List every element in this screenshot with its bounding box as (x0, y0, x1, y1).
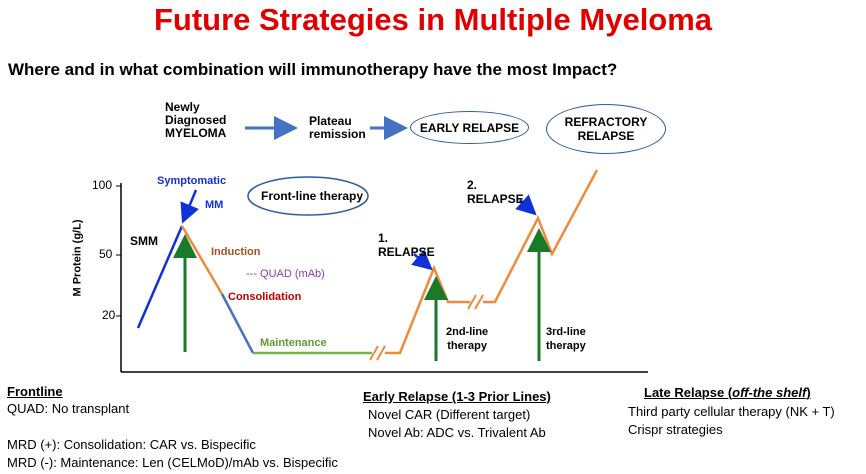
mm-label: MM (205, 199, 224, 211)
page-title: Future Strategies in Multiple Myeloma (153, 2, 713, 37)
flow-early-relapse: EARLY RELAPSE (410, 111, 529, 144)
frontline-quad-text: QUAD: No transplant (7, 401, 130, 416)
third-line-therapy-label: 3rd-line therapy (546, 326, 586, 352)
symptomatic-arrow (180, 189, 199, 224)
y-axis-label: M Protein (g/L) (71, 219, 84, 297)
break-mark (376, 345, 386, 361)
late-relapse-heading: Late Relapse (off-the shelf) (644, 385, 811, 400)
frontline-mrd-positive-text: MRD (+): Consolidation: CAR vs. Bispecif… (7, 437, 256, 452)
relapse2-curve (483, 169, 599, 304)
relapse1-arrow (411, 249, 433, 271)
quad-label: --- QUAD (mAb) (246, 268, 325, 280)
relapse2-label: 2. RELAPSE (467, 178, 524, 206)
early-relapse-heading: Early Relapse (1-3 Prior Lines) (363, 389, 551, 404)
late-relapse-crispr-text: Crispr strategies (628, 422, 723, 437)
relapse2-arrow (515, 194, 537, 216)
early-relapse-car-text: Novel CAR (Different target) (368, 407, 531, 422)
consolidation-label: Consolidation (228, 291, 302, 303)
smm-label: SMM (130, 234, 158, 248)
induction-line (180, 225, 224, 295)
symptomatic-label: Symptomatic (157, 175, 227, 187)
frontline-heading: Frontline (7, 384, 63, 399)
frontline-therapy-label: Front-line therapy (261, 189, 364, 203)
relapse1-label: 1. RELAPSE (378, 231, 435, 259)
frontline-therapy-ellipse (247, 176, 369, 216)
ytick-50: 50 (99, 247, 113, 261)
second-line-therapy-label: 2nd-line therapy (446, 326, 489, 352)
consolidation-line (220, 293, 255, 354)
late-relapse-cellular-text: Third party cellular therapy (NK + T) (628, 404, 835, 419)
maintenance-label: Maintenance (260, 337, 327, 349)
flow-newly-diagnosed: Newly Diagnosed MYELOMA (165, 100, 227, 140)
early-relapse-ab-text: Novel Ab: ADC vs. Trivalent Ab (368, 425, 546, 440)
ytick-20: 20 (102, 308, 116, 322)
break-mark (467, 294, 477, 310)
frontline-mrd-negative-text: MRD (-): Maintenance: Len (CELMoD)/mAb v… (7, 455, 338, 470)
induction-label: Induction (211, 246, 261, 258)
break-mark (474, 294, 484, 310)
relapse1-curve (385, 264, 470, 355)
flow-refractory-relapse: REFRACTORY RELAPSE (546, 104, 666, 154)
subtitle: Where and in what combination will immun… (8, 60, 618, 79)
flow-plateau-remission: Plateau remission (309, 114, 366, 141)
break-mark (369, 345, 379, 361)
ytick-100: 100 (92, 178, 113, 192)
